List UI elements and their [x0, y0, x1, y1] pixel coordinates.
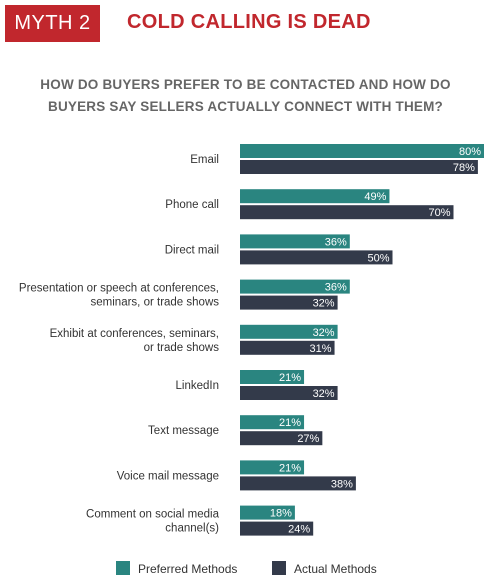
- category-label: Exhibit at conferences, seminars, or trad…: [50, 328, 220, 354]
- category-label: Email: [190, 154, 219, 166]
- category-label: Voice mail message: [117, 470, 219, 482]
- myth-title: COLD CALLING IS DEAD: [127, 11, 371, 33]
- actual-value-label: 27%: [297, 433, 319, 445]
- actual-bar: [240, 295, 338, 310]
- legend-label-actual: Actual Methods: [294, 562, 377, 576]
- category-label: Direct mail: [165, 244, 219, 256]
- preferred-value-label: 36%: [325, 282, 347, 294]
- preferred-bar: [240, 144, 484, 158]
- actual-bar: [240, 340, 335, 355]
- actual-bar: [240, 386, 338, 400]
- actual-bar: [240, 160, 478, 174]
- category-label: Presentation or speech at conferences, se…: [19, 283, 219, 309]
- preferred-bar: [240, 505, 295, 520]
- actual-bar: [240, 431, 323, 446]
- actual-bar: [240, 205, 454, 220]
- preferred-value-label: 18%: [270, 508, 292, 520]
- actual-bar: [240, 476, 356, 491]
- preferred-value-label: 49%: [364, 191, 386, 203]
- actual-value-label: 31%: [310, 343, 332, 355]
- preferred-bar: [240, 460, 305, 475]
- actual-bar: [240, 521, 314, 536]
- preferred-value-label: 21%: [279, 462, 301, 474]
- myth-badge-label: MYTH 2: [14, 12, 91, 34]
- preferred-bar: [240, 279, 350, 294]
- category-label: Phone call: [165, 199, 219, 211]
- actual-value-label: 38%: [331, 478, 353, 490]
- chart-subtitle-line-2: BUYERS SAY SELLERS ACTUALLY CONNECT WITH…: [48, 99, 443, 114]
- preferred-bar: [240, 324, 338, 339]
- chart-subtitle-line-1: HOW DO BUYERS PREFER TO BE CONTACTED AND…: [40, 77, 451, 92]
- category-label: Text message: [148, 425, 219, 437]
- preferred-value-label: 21%: [279, 417, 301, 429]
- actual-value-label: 70%: [428, 207, 450, 219]
- preferred-value-label: 36%: [325, 236, 347, 248]
- preferred-value-label: 80%: [459, 146, 481, 158]
- preferred-bar: [240, 234, 350, 249]
- actual-value-label: 24%: [288, 524, 310, 536]
- myth-badge: MYTH 2: [5, 5, 100, 42]
- category-label: LinkedIn: [176, 380, 219, 392]
- actual-value-label: 78%: [453, 162, 475, 174]
- preferred-value-label: 21%: [279, 372, 301, 384]
- legend-label-preferred: Preferred Methods: [138, 562, 237, 576]
- legend-swatch-preferred: [116, 561, 130, 575]
- actual-bar: [240, 250, 393, 265]
- preferred-value-label: 32%: [313, 327, 335, 339]
- preferred-bar: [240, 189, 390, 204]
- chart-subtitle: HOW DO BUYERS PREFER TO BE CONTACTED AND…: [0, 74, 491, 118]
- actual-value-label: 32%: [313, 388, 335, 400]
- actual-value-label: 32%: [313, 298, 335, 310]
- category-label: Comment on social media channel(s): [86, 509, 220, 535]
- preferred-bar: [240, 415, 305, 430]
- legend-swatch-actual: [272, 561, 286, 575]
- preferred-bar: [240, 370, 305, 384]
- actual-value-label: 50%: [367, 252, 389, 264]
